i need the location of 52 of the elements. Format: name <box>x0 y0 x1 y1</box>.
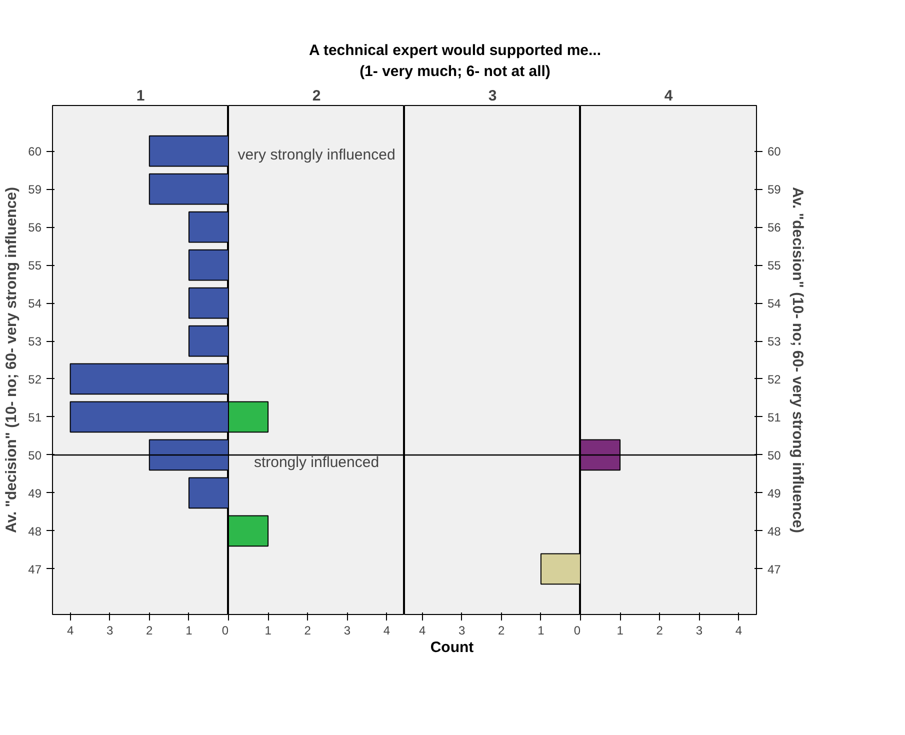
x-tick-label: 4 <box>383 624 390 638</box>
y-tick-label: 55 <box>28 258 42 273</box>
x-tick-label: 0 <box>222 624 229 638</box>
y-tick-label: 52 <box>768 372 782 386</box>
x-tick-label: 0 <box>574 624 581 638</box>
y-axis-title: Av. "decision" (10- no; 60- very strong influence) <box>3 187 20 533</box>
y-tick-label: 51 <box>768 410 782 424</box>
y-tick-label: 56 <box>28 220 42 235</box>
x-tick-label: 4 <box>418 624 426 638</box>
x-tick-label: 2 <box>498 624 506 638</box>
y-tick-label: 48 <box>768 524 782 538</box>
x-tick-label: 3 <box>696 624 703 638</box>
text: A technical expert would supported me... (1- very much; 6- not at all) <box>308 41 602 82</box>
chart-title: 2 <box>312 88 321 104</box>
x-tick-label: 4 <box>66 624 74 638</box>
x-tick-label: 3 <box>106 624 114 638</box>
y-tick-label: 48 <box>28 524 42 538</box>
y-tick-label: 47 <box>28 562 42 576</box>
x-tick-label: 2 <box>656 624 664 638</box>
y-tick-label: 60 <box>28 144 42 159</box>
x-tick-label: 1 <box>538 624 545 638</box>
y-tick-label: 54 <box>28 296 42 311</box>
y-tick-label: 52 <box>28 372 42 386</box>
y-tick-label: 51 <box>28 410 42 424</box>
x-tick-label: 1 <box>264 624 272 638</box>
y-tick-label: 49 <box>28 486 42 500</box>
y-tick-label: 56 <box>768 220 782 235</box>
y-tick-label: 50 <box>28 448 42 462</box>
x-tick-label: 1 <box>616 624 624 638</box>
y-tick-label: 47 <box>768 562 782 576</box>
y-tick-label: 59 <box>28 182 42 197</box>
y-tick-label: 53 <box>28 334 42 349</box>
y-tick-label: 49 <box>768 486 782 500</box>
x-tick-label: 1 <box>186 624 193 638</box>
annotation: very strongly influenced <box>238 146 396 164</box>
y2-axis-title: Av. "decision" (10- no; 60- very strong influence) <box>788 187 806 533</box>
annotation: strongly influenced <box>254 454 380 472</box>
y-tick-label: 55 <box>768 258 782 273</box>
y-tick-label: 53 <box>768 334 782 349</box>
chart-title: 1 <box>136 88 145 104</box>
y-tick-label: 54 <box>768 296 782 311</box>
chart-title: 4 <box>664 88 674 104</box>
x-tick-label: 2 <box>304 624 312 638</box>
x-tick-label: 3 <box>458 624 466 638</box>
x-axis-title: Count <box>429 638 475 658</box>
chart-title: 3 <box>488 88 497 104</box>
x-tick-label: 3 <box>344 624 351 638</box>
y-tick-label: 50 <box>768 448 782 462</box>
x-tick-label: 2 <box>146 624 154 638</box>
x-tick-label: 4 <box>735 624 742 638</box>
y-tick-label: 60 <box>768 144 782 159</box>
y-tick-label: 59 <box>768 182 782 197</box>
